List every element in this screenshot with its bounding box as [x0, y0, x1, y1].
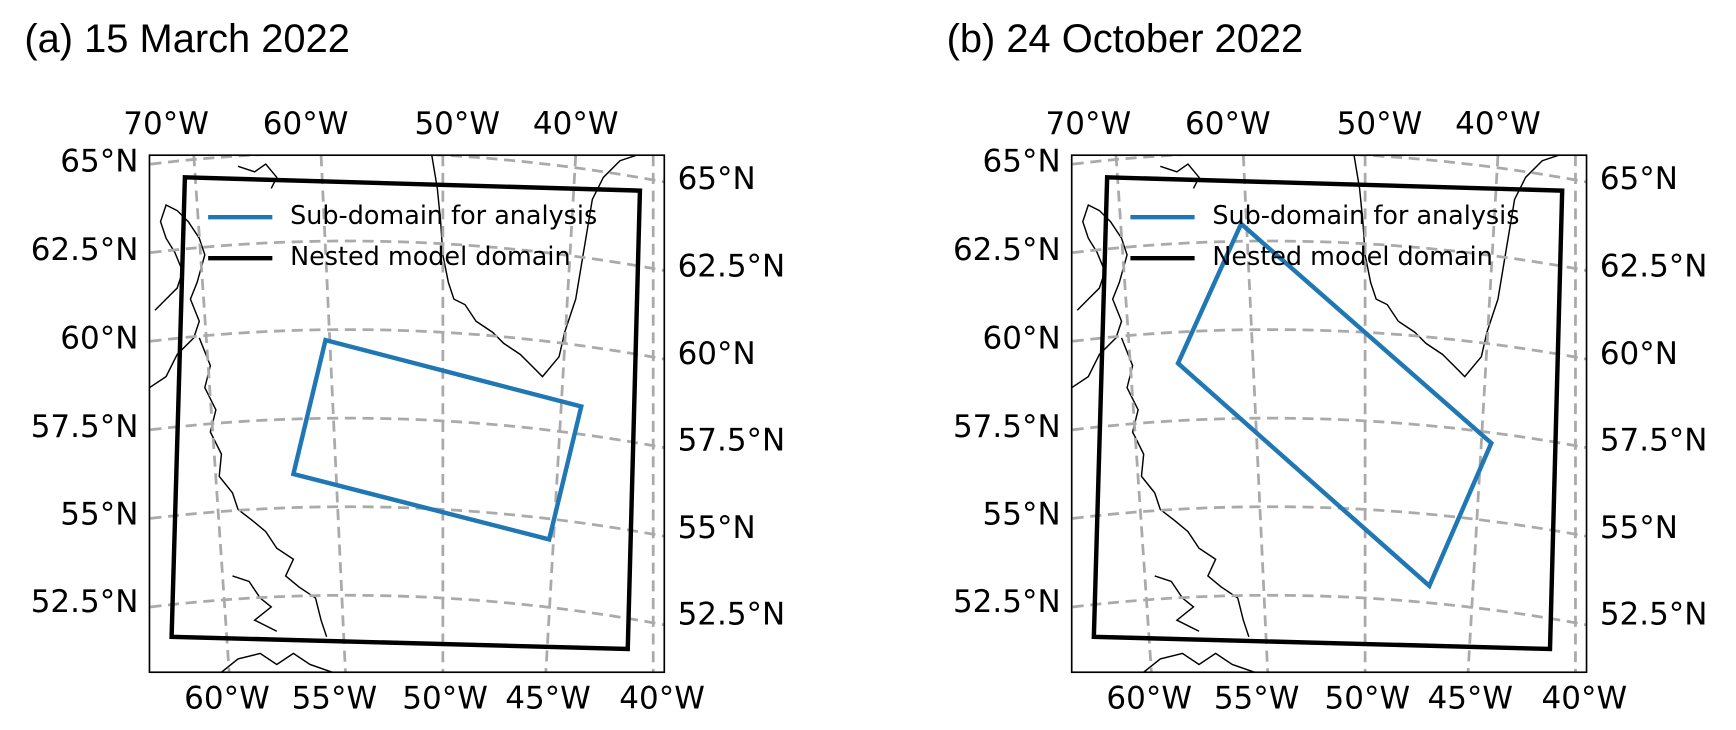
coastline [1120, 337, 1250, 638]
left-tick-label: 60°N [983, 321, 1061, 357]
coastline [1143, 652, 1255, 673]
top-tick-label: 50°W [1337, 106, 1423, 142]
bottom-tick-label: 55°W [292, 680, 378, 716]
top-tick-label: 70°W [1046, 106, 1132, 142]
top-tick-label: 60°W [263, 106, 349, 142]
latitude-gridline [149, 593, 665, 627]
longitude-gridline [1241, 155, 1270, 673]
latitude-gridline [1071, 416, 1587, 450]
sub-domain [290, 337, 584, 543]
map-frame [1070, 154, 1588, 674]
legend-label: Nested model domain [290, 242, 571, 272]
right-tick-label: 57.5°N [678, 422, 786, 458]
top-tick-label: 70°W [123, 106, 209, 142]
bottom-tick-label: 45°W [1428, 680, 1514, 716]
map-panel: (b) 24 October 2022 Sub-domain for analys… [947, 17, 1708, 716]
map-area [1071, 155, 1587, 673]
left-tick-label: 62.5°N [953, 232, 1061, 268]
left-tick-label: 57.5°N [31, 409, 139, 445]
right-tick-label: 60°N [1600, 336, 1678, 372]
bottom-tick-label: 40°W [1542, 680, 1628, 716]
left-tick-label: 55°N [60, 497, 138, 533]
left-tick-label: 52.5°N [953, 584, 1061, 620]
coastline [1071, 204, 1128, 389]
top-tick-label: 40°W [1455, 106, 1541, 142]
right-tick-label: 52.5°N [678, 596, 786, 632]
nested-domain [1091, 175, 1565, 652]
map-frame [148, 154, 666, 674]
longitude-gridline [1114, 155, 1153, 673]
bottom-tick-label: 50°W [402, 680, 488, 716]
bottom-tick-label: 50°W [1325, 680, 1411, 716]
left-tick-label: 65°N [983, 143, 1061, 179]
nested-domain [169, 175, 643, 652]
right-tick-label: 65°N [678, 161, 756, 197]
latitude-gridline [1071, 239, 1587, 272]
latitude-gridline [149, 239, 665, 272]
latitude-gridline [1071, 593, 1587, 627]
coastline [198, 337, 328, 638]
left-tick-label: 52.5°N [31, 584, 139, 620]
top-tick-label: 50°W [414, 106, 500, 142]
longitude-gridline [544, 155, 578, 673]
panel-title: (b) 24 October 2022 [947, 17, 1304, 61]
bottom-tick-label: 60°W [184, 680, 270, 716]
legend-label: Nested model domain [1212, 242, 1493, 272]
longitude-gridline [319, 155, 347, 673]
bottom-tick-label: 55°W [1214, 680, 1300, 716]
latitude-gridline [149, 155, 665, 184]
left-tick-label: 65°N [60, 143, 138, 179]
right-tick-label: 62.5°N [678, 249, 786, 285]
legend-label: Sub-domain for analysis [1212, 201, 1519, 231]
latitude-gridline [149, 416, 665, 450]
left-tick-label: 57.5°N [953, 409, 1061, 445]
right-tick-label: 62.5°N [1600, 249, 1708, 285]
bottom-tick-label: 45°W [505, 680, 591, 716]
right-tick-label: 65°N [1600, 161, 1678, 197]
top-tick-label: 40°W [533, 106, 619, 142]
latitude-gridline [149, 328, 665, 361]
coastline [1154, 575, 1200, 632]
latitude-gridline [1071, 328, 1587, 361]
coastline [237, 163, 278, 189]
sub-domain [1175, 220, 1494, 590]
right-tick-label: 60°N [678, 336, 756, 372]
coastline [220, 652, 333, 673]
longitude-gridline [192, 155, 231, 673]
latitude-gridline [149, 505, 665, 538]
left-tick-label: 62.5°N [31, 232, 139, 268]
bottom-tick-label: 40°W [619, 680, 705, 716]
bottom-tick-label: 60°W [1106, 680, 1192, 716]
latitude-gridline [1071, 505, 1587, 538]
top-tick-label: 60°W [1185, 106, 1271, 142]
legend-label: Sub-domain for analysis [290, 201, 597, 231]
right-tick-label: 52.5°N [1600, 596, 1708, 632]
panel-title: (a) 15 March 2022 [24, 17, 350, 61]
map-area [149, 155, 665, 673]
coastline [232, 575, 278, 632]
coastline [431, 155, 637, 378]
coastline [1353, 155, 1560, 378]
right-tick-label: 57.5°N [1600, 422, 1708, 458]
coastline [149, 204, 206, 389]
right-tick-label: 55°N [1600, 510, 1678, 546]
left-tick-label: 55°N [983, 497, 1061, 533]
longitude-gridline [1466, 155, 1500, 673]
latitude-gridline [1071, 155, 1587, 184]
coastline [1160, 163, 1200, 189]
left-tick-label: 60°N [60, 321, 138, 357]
map-panel: (a) 15 March 2022 Sub-domain for analysis… [24, 17, 785, 716]
right-tick-label: 55°N [678, 510, 756, 546]
